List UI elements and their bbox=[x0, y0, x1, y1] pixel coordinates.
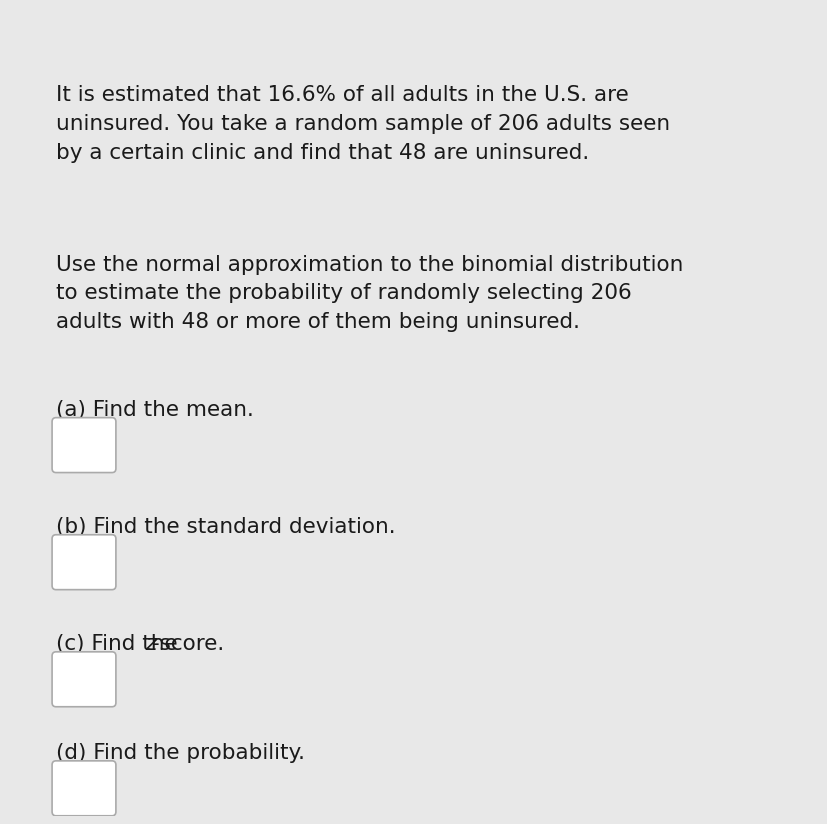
Text: Use the normal approximation to the binomial distribution
to estimate the probab: Use the normal approximation to the bino… bbox=[56, 255, 682, 332]
Text: z: z bbox=[145, 634, 156, 654]
FancyBboxPatch shape bbox=[52, 535, 116, 590]
FancyBboxPatch shape bbox=[52, 652, 116, 707]
Text: -score.: -score. bbox=[152, 634, 224, 654]
Text: (d) Find the probability.: (d) Find the probability. bbox=[56, 743, 304, 763]
FancyBboxPatch shape bbox=[52, 418, 116, 473]
Text: (c) Find the: (c) Find the bbox=[56, 634, 184, 654]
FancyBboxPatch shape bbox=[52, 761, 116, 816]
Text: It is estimated that 16.6% of all adults in the U.S. are
uninsured. You take a r: It is estimated that 16.6% of all adults… bbox=[56, 85, 669, 162]
Text: (b) Find the standard deviation.: (b) Find the standard deviation. bbox=[56, 517, 395, 537]
Text: (a) Find the mean.: (a) Find the mean. bbox=[56, 400, 254, 420]
